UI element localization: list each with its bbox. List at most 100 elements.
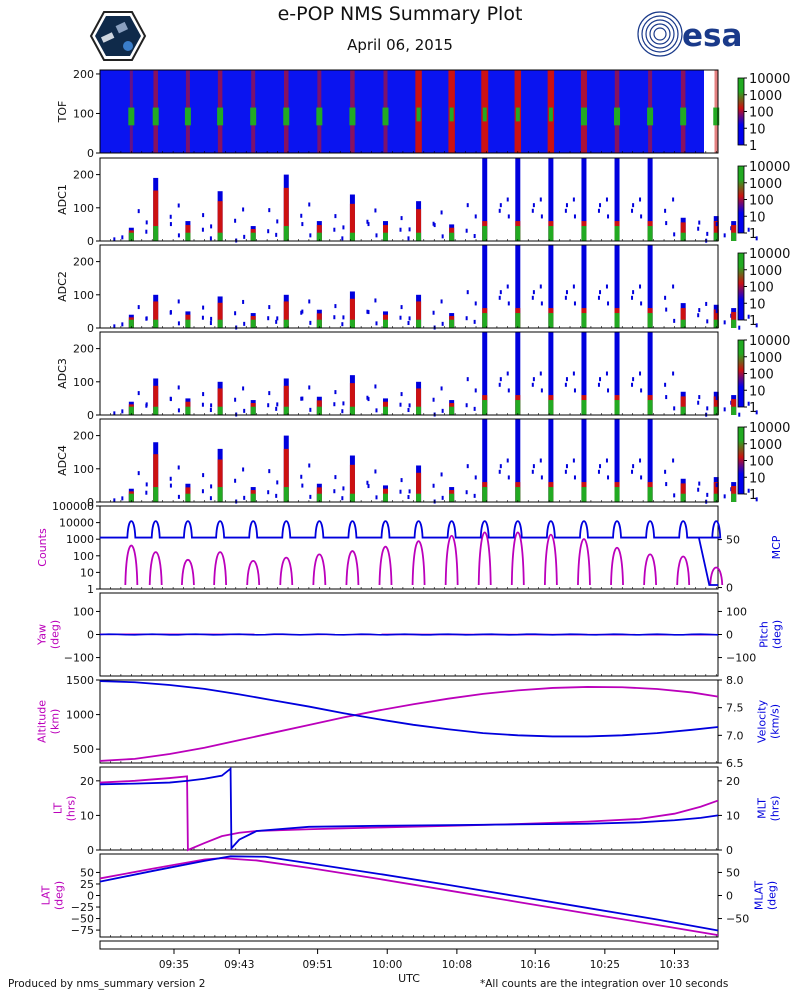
adc4-speck (640, 475, 643, 480)
adc1-speck (632, 203, 635, 208)
adc4-burst-red (349, 464, 355, 502)
x-tick-label: 10:25 (590, 959, 620, 971)
adc2-speck (243, 321, 246, 326)
adc1-burst-green (416, 232, 422, 241)
adc1-speck (177, 203, 180, 208)
adc3-speck (632, 377, 635, 382)
adc3-speck (267, 403, 270, 408)
adc3-speck (242, 386, 245, 391)
adc3-burst-green (449, 406, 455, 415)
adc3-speck (465, 403, 468, 408)
lat_mlat-ytick-label: 50 (80, 866, 94, 879)
adc1-speck (210, 224, 213, 229)
lt_mlt-series-mlt (99, 766, 719, 851)
adc2-burst-blue (647, 245, 653, 328)
tof-burst-green (713, 107, 720, 126)
tof-burst-green (152, 107, 159, 126)
adc4-speck (177, 494, 180, 499)
lt_mlt-frame (99, 766, 719, 851)
adc2-speck (408, 316, 411, 321)
counts-ytick-label: 100 (73, 550, 94, 563)
adc1-burst-green (731, 232, 737, 241)
adc2-speck (309, 320, 312, 325)
altitude_velocity-frame (99, 679, 719, 764)
adc4-burst-green (614, 487, 620, 502)
adc1-speck (308, 202, 311, 207)
adc4-speck (177, 465, 180, 470)
adc3-speck (366, 395, 369, 400)
adc2-speck (177, 299, 180, 304)
tof-burst-green (349, 107, 356, 126)
adc3-speck (747, 401, 750, 406)
adc2-burst-green (548, 313, 554, 328)
esa-logo: esa (637, 11, 742, 57)
mcp-ylabel: MCP (770, 535, 783, 559)
adc3-speck (145, 402, 148, 407)
adc4-speck (334, 475, 337, 480)
adc2-burst-green (647, 313, 653, 328)
adc1-speck (639, 197, 642, 202)
adc4-burst-green (283, 487, 289, 502)
pitch-ytick-right-label: −100 (726, 652, 756, 665)
adc4-speck (607, 475, 610, 480)
adc4-speck (532, 464, 535, 469)
adc4-burst-red (217, 459, 223, 502)
adc4-speck (665, 482, 668, 487)
adc1-colorbar-label: 10 (749, 210, 766, 225)
adc4-burst-blue (515, 419, 521, 502)
adc3-ylabel: ADC3 (56, 358, 69, 389)
adc2-speck (540, 301, 543, 306)
adc3-speck (755, 410, 758, 415)
adc1-speck (440, 210, 443, 215)
adc4-speck (441, 495, 444, 500)
adc1-burst-green (482, 226, 488, 241)
pitch-ylabel-line: (deg) (771, 620, 784, 649)
tof-colorbar (737, 77, 745, 146)
adc2-burst-blue (614, 245, 620, 328)
lt_mlt-ytick-right-label: 10 (726, 809, 740, 822)
adc3-speck (531, 382, 534, 387)
adc3-speck (407, 408, 410, 413)
adc2-background (100, 245, 718, 328)
adc1-speck (664, 208, 667, 213)
adc2-colorbar-label: 10 (749, 297, 766, 312)
adc4-speck (564, 469, 567, 474)
mcp-ytick-right-label: 0 (726, 582, 733, 595)
adc4-speck (664, 469, 667, 474)
adc4-speck (342, 486, 345, 491)
adc4-colorbar-label: 100 (749, 455, 774, 470)
adc2-speck (747, 314, 750, 319)
lat_mlat-ylabel-left: LAT (deg) (40, 881, 66, 910)
adc3-speck (202, 392, 205, 397)
adc4-speck (169, 483, 172, 488)
adc3-burst-green (316, 406, 322, 415)
adc4-speck (506, 458, 509, 463)
adc1-burst-green (581, 226, 587, 241)
lat_mlat-frame (99, 853, 719, 938)
adc4-burst-blue (581, 419, 587, 502)
adc2-speck (276, 316, 279, 321)
adc1-burst-blue (515, 158, 521, 241)
adc4-speck (599, 464, 602, 469)
adc2-speck (507, 301, 510, 306)
adc1-speck (408, 227, 411, 232)
adc2-speck (334, 304, 337, 309)
adc3-burst-red (680, 396, 686, 415)
adc2-speck (723, 320, 726, 325)
adc2-speck (234, 311, 237, 316)
adc4-burst-green (449, 493, 455, 502)
adc4-speck (540, 475, 543, 480)
adc2-burst-red (153, 301, 159, 328)
adc2-speck (607, 301, 610, 306)
adc2-burst-green (382, 319, 388, 328)
adc1-speck (366, 219, 369, 224)
x-tick-label: 10:33 (659, 959, 689, 971)
plot-title: e-POP NMS Summary Plot (277, 3, 523, 25)
adc4-speck (210, 484, 213, 489)
adc1-colorbar (737, 165, 745, 234)
adc3-burst-blue (647, 332, 653, 415)
tof-ylabel-line: TOF (56, 101, 69, 124)
adc2-speck (300, 310, 303, 315)
adc3-speck (572, 371, 575, 376)
adc4-speck (507, 475, 510, 480)
